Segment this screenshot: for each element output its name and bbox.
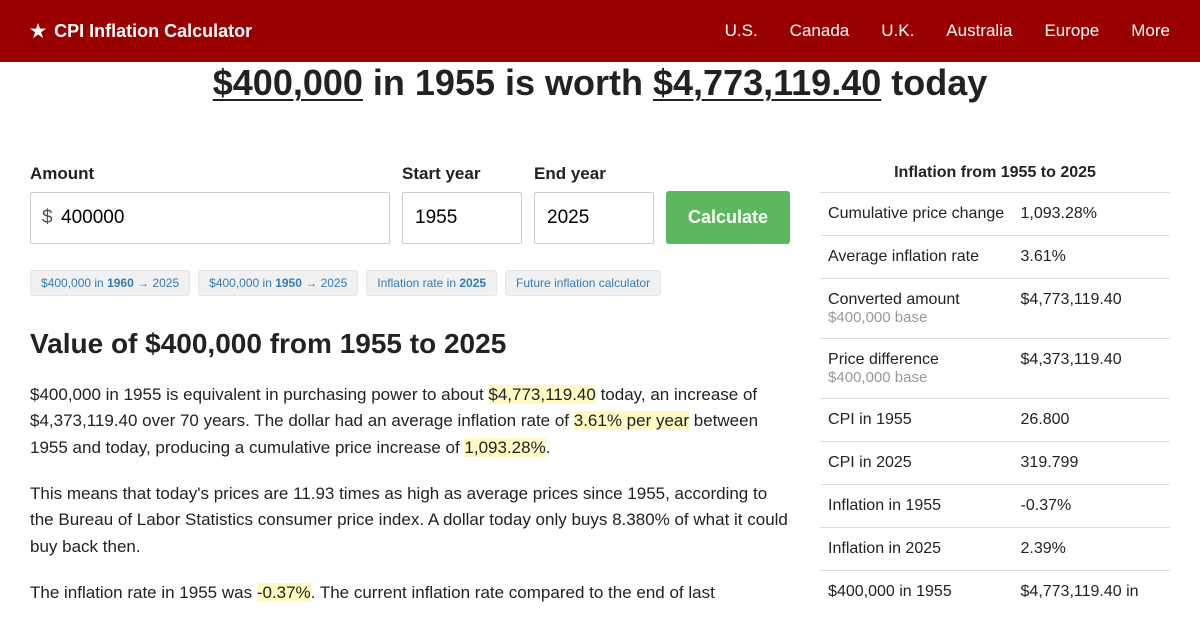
section-heading: Value of $400,000 from 1955 to 2025 — [30, 328, 790, 360]
info-sublabel: $400,000 base — [828, 369, 1004, 386]
title-amount: $400,000 — [213, 62, 363, 103]
hl-result: $4,773,119.40 — [488, 385, 595, 404]
calculator-form: Amount $ Start year End year Calculate — [30, 164, 790, 244]
nav-item-more[interactable]: More — [1131, 21, 1170, 41]
start-year-input[interactable] — [402, 192, 522, 244]
start-year-label: Start year — [402, 164, 522, 184]
amount-label: Amount — [30, 164, 390, 184]
calculate-button[interactable]: Calculate — [666, 191, 790, 244]
info-label: Price difference$400,000 base — [820, 339, 1012, 399]
amount-group: Amount $ — [30, 164, 390, 244]
info-value: $4,773,119.40 — [1013, 279, 1170, 339]
pill-future[interactable]: Future inflation calculator — [505, 270, 661, 296]
logo[interactable]: ★ CPI Inflation Calculator — [30, 21, 252, 42]
main: Amount $ Start year End year Calculate $… — [0, 136, 1200, 626]
table-row: Price difference$400,000 base$4,373,119.… — [820, 339, 1170, 399]
info-label: CPI in 2025 — [820, 442, 1012, 485]
pill-1950[interactable]: $400,000 in 1950 → 2025 — [198, 270, 358, 296]
title-result: $4,773,119.40 — [653, 62, 881, 103]
paragraph-3: The inflation rate in 1955 was -0.37%. T… — [30, 580, 790, 606]
table-row: Inflation in 20252.39% — [820, 528, 1170, 571]
table-row: Inflation in 1955-0.37% — [820, 485, 1170, 528]
info-label: Converted amount$400,000 base — [820, 279, 1012, 339]
info-title: Inflation from 1955 to 2025 — [820, 164, 1170, 192]
hl-rate: 3.61% per year — [574, 411, 689, 430]
info-value: 3.61% — [1013, 236, 1170, 279]
table-row: $400,000 in 1955$4,773,119.40 in — [820, 571, 1170, 614]
hl-1955-rate: -0.37% — [257, 583, 311, 602]
left-column: Amount $ Start year End year Calculate $… — [30, 164, 790, 626]
info-label: Cumulative price change — [820, 193, 1012, 236]
end-year-group: End year — [534, 164, 654, 244]
logo-text: CPI Inflation Calculator — [54, 21, 252, 42]
table-row: Cumulative price change1,093.28% — [820, 193, 1170, 236]
info-value: $4,773,119.40 in — [1013, 571, 1170, 614]
table-row: CPI in 195526.800 — [820, 399, 1170, 442]
info-value: 26.800 — [1013, 399, 1170, 442]
star-icon: ★ — [30, 21, 46, 42]
info-sublabel: $400,000 base — [828, 309, 1004, 326]
end-year-label: End year — [534, 164, 654, 184]
table-row: Average inflation rate3.61% — [820, 236, 1170, 279]
quick-links: $400,000 in 1960 → 2025 $400,000 in 1950… — [30, 270, 790, 296]
info-value: $4,373,119.40 — [1013, 339, 1170, 399]
start-year-group: Start year — [402, 164, 522, 244]
amount-input[interactable] — [30, 192, 390, 244]
nav-item-us[interactable]: U.S. — [725, 21, 758, 41]
info-value: 2.39% — [1013, 528, 1170, 571]
info-label: Average inflation rate — [820, 236, 1012, 279]
info-panel: Inflation from 1955 to 2025 Cumulative p… — [820, 164, 1170, 626]
end-year-input[interactable] — [534, 192, 654, 244]
info-table: Cumulative price change1,093.28%Average … — [820, 192, 1170, 613]
nav-item-uk[interactable]: U.K. — [881, 21, 914, 41]
table-row: Converted amount$400,000 base$4,773,119.… — [820, 279, 1170, 339]
pill-rate-2025[interactable]: Inflation rate in 2025 — [366, 270, 497, 296]
info-value: -0.37% — [1013, 485, 1170, 528]
info-label: $400,000 in 1955 — [820, 571, 1012, 614]
dollar-icon: $ — [42, 207, 53, 229]
info-label: Inflation in 2025 — [820, 528, 1012, 571]
info-label: CPI in 1955 — [820, 399, 1012, 442]
info-value: 1,093.28% — [1013, 193, 1170, 236]
nav-item-europe[interactable]: Europe — [1044, 21, 1099, 41]
nav-item-australia[interactable]: Australia — [946, 21, 1012, 41]
table-row: CPI in 2025319.799 — [820, 442, 1170, 485]
header: ★ CPI Inflation Calculator U.S. Canada U… — [0, 0, 1200, 62]
amount-input-wrap: $ — [30, 192, 390, 244]
nav-item-canada[interactable]: Canada — [790, 21, 850, 41]
pill-1960[interactable]: $400,000 in 1960 → 2025 — [30, 270, 190, 296]
page-title: $400,000 in 1955 is worth $4,773,119.40 … — [0, 62, 1200, 104]
info-value: 319.799 — [1013, 442, 1170, 485]
paragraph-1: $400,000 in 1955 is equivalent in purcha… — [30, 382, 790, 461]
paragraph-2: This means that today's prices are 11.93… — [30, 481, 790, 560]
nav: U.S. Canada U.K. Australia Europe More — [725, 21, 1170, 41]
hl-cum: 1,093.28% — [464, 438, 545, 457]
info-label: Inflation in 1955 — [820, 485, 1012, 528]
